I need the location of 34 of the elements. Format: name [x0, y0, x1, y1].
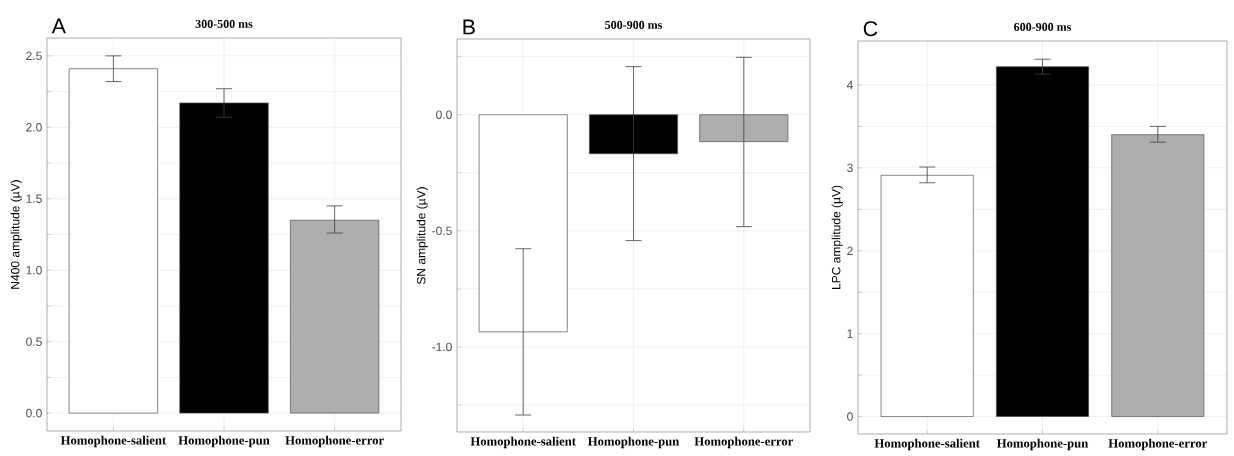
x-tick-label: Homophone-salient: [874, 438, 980, 451]
x-tick-label: Homophone-salient: [60, 435, 167, 448]
y-tick-label: -0.5: [432, 226, 452, 236]
y-axis-title: LPC amplitude (µV): [831, 185, 843, 289]
x-tick-label: Homophone-salient: [470, 436, 576, 449]
text: A: [51, 18, 66, 34]
y-axis-title: SN amplitude (µV): [416, 187, 428, 285]
x-tick-label: Homophone-pun: [587, 436, 680, 449]
x-tick-label: Homophone-pun: [178, 435, 270, 448]
y-tick-label: 0.0: [436, 110, 452, 119]
chart-title: 300-500 ms: [195, 19, 253, 28]
x-tick-label: Homophone-error: [694, 436, 794, 449]
x-tick-label: Homophone-error: [1108, 438, 1208, 451]
y-tick-label: 4: [846, 80, 853, 90]
bar: [880, 174, 974, 417]
y-tick-label: 0: [847, 412, 853, 421]
y-tick-label: 2.5: [26, 51, 42, 61]
x-tick-label: Homophone-error: [285, 435, 384, 448]
y-tick-label: 1.0: [26, 265, 42, 275]
x-tick-label: Homophone-pun: [996, 438, 1089, 451]
chart-title: 600-900 ms: [1014, 22, 1072, 31]
y-tick-label: 2: [847, 246, 853, 255]
y-tick-label: 3: [847, 163, 853, 173]
y-axis-title: N400 amplitude (µV): [10, 180, 22, 289]
y-tick-label: 1.5: [26, 194, 42, 203]
text: C: [863, 21, 878, 37]
y-tick-label: 2.0: [26, 123, 42, 132]
y-tick-label: -1.0: [432, 342, 452, 352]
bar: [290, 219, 380, 414]
chart-title: 500-900 ms: [605, 20, 663, 29]
text: B: [463, 19, 475, 35]
y-tick-label: 0.0: [26, 408, 42, 418]
y-tick-label: 1: [847, 329, 853, 338]
y-tick-label: 0.5: [26, 337, 42, 346]
